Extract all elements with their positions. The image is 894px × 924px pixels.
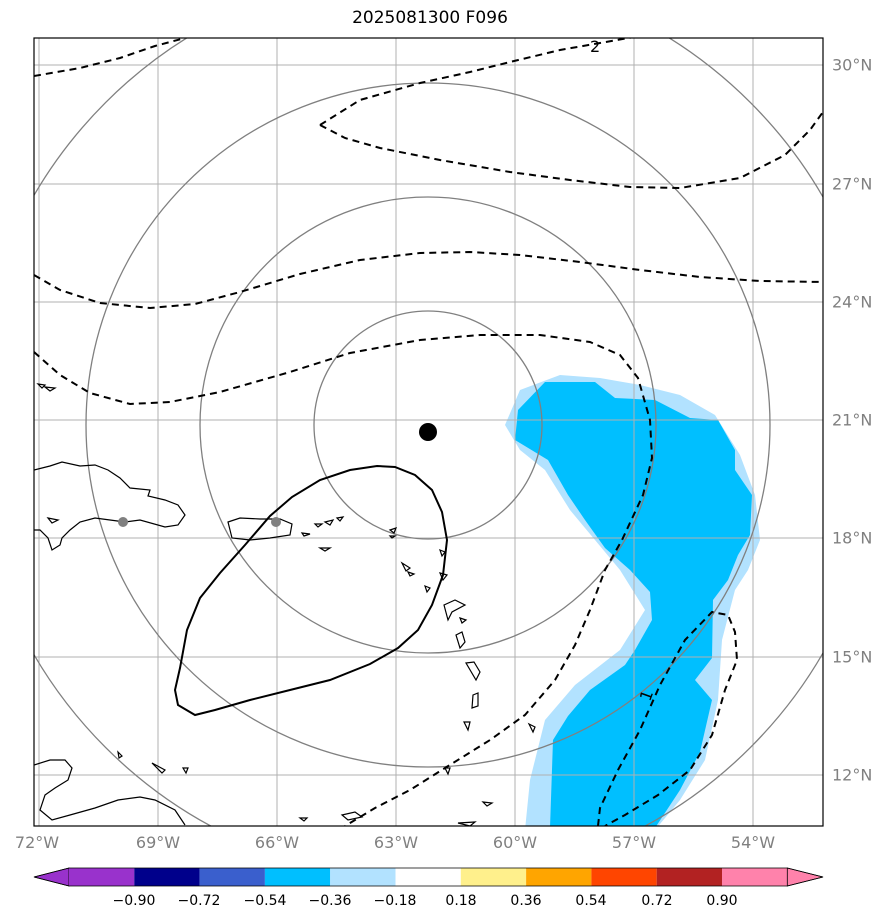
lon-tick-label: 63°W — [373, 833, 419, 852]
lat-tick-label: 21°N — [832, 410, 873, 430]
colorbar-label: −0.90 — [112, 893, 156, 909]
colorbar-swatch — [330, 868, 396, 886]
colorbar — [33, 867, 824, 887]
contour-label-2: 2 — [590, 37, 600, 56]
colorbar-swatch — [134, 868, 200, 886]
lon-tick-label: 72°W — [14, 833, 60, 852]
solid-contour — [173, 464, 449, 717]
colorbar-swatch — [722, 868, 788, 886]
colorbar-swatch — [69, 868, 135, 886]
city-marker — [271, 517, 281, 527]
colorbar-swatch — [591, 868, 657, 886]
storm-center-marker — [419, 423, 437, 441]
colorbar-label: 0.90 — [706, 893, 738, 909]
colorbar-label: −0.36 — [308, 893, 352, 909]
map-frame — [33, 37, 824, 827]
lon-tick-label: 66°W — [254, 833, 300, 852]
lon-tick-label: 54°W — [730, 833, 776, 852]
lon-tick-label: 57°W — [611, 833, 657, 852]
colorbar-swatch — [264, 868, 331, 886]
colorbar-swatch — [395, 868, 461, 886]
range-rings — [34, 38, 823, 826]
shaded-region — [515, 382, 752, 826]
lat-tick-label: 30°N — [832, 55, 873, 75]
lat-tick-label: 18°N — [832, 528, 873, 548]
colorbar-label: −0.18 — [373, 893, 417, 909]
colorbar-label: −0.72 — [177, 893, 221, 909]
lon-tick-label: 60°W — [492, 833, 538, 852]
colorbar-extend-high — [786, 867, 824, 887]
colorbar-swatch — [656, 868, 722, 886]
lat-tick-label: 24°N — [832, 292, 873, 312]
colorbar-label: 0.54 — [575, 893, 607, 909]
colorbar-label: 0.72 — [641, 893, 673, 909]
colorbar-label: −0.54 — [243, 893, 287, 909]
colorbar-swatch — [460, 868, 527, 886]
graticule — [34, 38, 823, 826]
colorbar-label: 0.18 — [445, 893, 477, 909]
dashed-contours — [34, 38, 823, 826]
colorbar-swatch — [526, 868, 592, 886]
colorbar-label: 0.36 — [510, 893, 542, 909]
colorbar-swatch — [199, 868, 265, 886]
colorbar-extend-low — [33, 867, 70, 887]
lat-tick-label: 15°N — [832, 647, 873, 667]
lat-tick-label: 12°N — [832, 765, 873, 785]
lon-tick-label: 69°W — [135, 833, 181, 852]
colorbar-outline — [33, 867, 824, 887]
map-title: 2025081300 F096 — [352, 8, 508, 28]
coastlines — [34, 383, 536, 826]
lat-tick-label: 27°N — [832, 174, 873, 194]
city-marker — [118, 517, 128, 527]
